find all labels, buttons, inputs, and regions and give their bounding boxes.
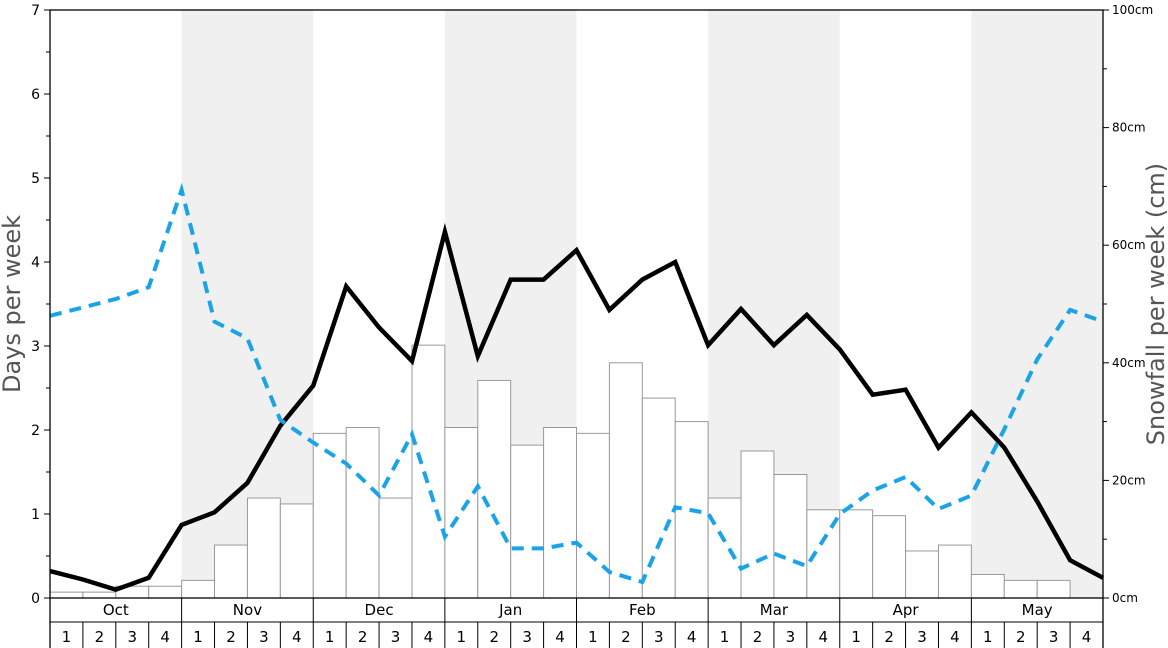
week-label: 4 xyxy=(687,628,697,646)
week-label: 1 xyxy=(457,628,467,646)
snowfall-bars xyxy=(49,344,1071,599)
week-label: 2 xyxy=(1016,628,1026,646)
left-tick-label: 0 xyxy=(31,591,40,607)
snowfall-bar xyxy=(839,509,874,599)
month-label: May xyxy=(1022,601,1053,619)
week-label: 3 xyxy=(127,628,137,646)
snowfall-bar xyxy=(279,503,314,599)
week-label: 1 xyxy=(193,628,203,646)
snowfall-bar xyxy=(411,344,446,599)
week-label: 4 xyxy=(950,628,960,646)
week-label: 2 xyxy=(226,628,236,646)
week-label: 4 xyxy=(160,628,170,646)
week-label: 1 xyxy=(325,628,335,646)
right-tick-label: 20cm xyxy=(1112,473,1146,487)
right-tick-label: 80cm xyxy=(1112,121,1146,135)
snowfall-bar xyxy=(970,573,1005,599)
month-label: Feb xyxy=(629,601,656,619)
snowfall-bar xyxy=(576,432,610,599)
snowfall-bar xyxy=(49,591,84,599)
week-label: 4 xyxy=(292,628,302,646)
snowfall-bar xyxy=(82,591,117,599)
data-lines xyxy=(49,182,1105,592)
right-tick-label: 100cm xyxy=(1112,3,1153,17)
snowfall-bar xyxy=(312,432,347,599)
solid-series-line xyxy=(49,222,1105,592)
month-shade-may xyxy=(971,10,1103,598)
left-axis-ticks: 0 1 2 3 4 5 6 7 xyxy=(31,3,50,607)
snowfall-bar xyxy=(740,450,775,599)
snowfall-bar xyxy=(641,397,676,599)
month-label: Oct xyxy=(103,601,129,619)
week-label: 1 xyxy=(720,628,730,646)
week-axis: 1 2 3 4 1 2 3 4 1 2 3 4 1 2 3 4 1 2 3 4 1 2 3 4 1 2 3 4 1 2 3 4 xyxy=(62,622,1092,648)
snowfall-bar xyxy=(345,426,380,599)
week-label: 2 xyxy=(884,628,894,646)
month-label: Jan xyxy=(498,601,522,619)
snowfall-bar xyxy=(444,426,479,599)
week-label: 4 xyxy=(1082,628,1092,646)
week-label: 4 xyxy=(819,628,829,646)
right-tick-label: 0cm xyxy=(1112,591,1138,605)
right-tick-label: 60cm xyxy=(1112,238,1146,252)
snowfall-bar xyxy=(1036,579,1071,599)
week-label: 4 xyxy=(555,628,565,646)
left-tick-label: 1 xyxy=(31,507,40,523)
left-tick-label: 5 xyxy=(31,171,40,187)
snowfall-bar xyxy=(608,362,643,599)
snowfall-bar xyxy=(181,579,216,599)
snowfall-bar xyxy=(378,497,413,599)
week-label: 3 xyxy=(917,628,927,646)
week-label: 3 xyxy=(654,628,664,646)
week-label: 1 xyxy=(983,628,993,646)
week-label: 2 xyxy=(753,628,763,646)
week-label: 2 xyxy=(95,628,105,646)
month-label: Mar xyxy=(760,601,789,619)
snowfall-bar xyxy=(148,585,183,599)
month-label: Apr xyxy=(893,601,920,619)
right-axis-label: Snowfall per week (cm) xyxy=(1142,163,1168,445)
snowfall-bar xyxy=(905,550,939,599)
snowfall-bar xyxy=(773,474,808,599)
left-tick-label: 3 xyxy=(31,339,40,355)
left-tick-label: 7 xyxy=(31,3,40,19)
left-tick-label: 6 xyxy=(31,87,40,103)
right-tick-label: 40cm xyxy=(1112,356,1146,370)
month-shading xyxy=(181,10,1103,598)
snowfall-bar xyxy=(510,444,545,599)
month-label: Dec xyxy=(365,601,394,619)
left-tick-label: 4 xyxy=(31,255,40,271)
week-label: 4 xyxy=(424,628,434,646)
week-label: 3 xyxy=(786,628,796,646)
snowfall-bar xyxy=(872,515,907,599)
snowfall-bar xyxy=(246,497,281,599)
month-label: Nov xyxy=(233,601,262,619)
week-label: 2 xyxy=(489,628,499,646)
week-label: 3 xyxy=(522,628,532,646)
snowfall-bar xyxy=(477,379,512,599)
week-label: 1 xyxy=(588,628,598,646)
week-label: 2 xyxy=(621,628,631,646)
week-label: 1 xyxy=(62,628,72,646)
right-axis-ticks: 0cm 20cm 40cm 60cm 80cm 100cm xyxy=(1103,3,1153,605)
left-axis-label: Days per week xyxy=(0,215,26,393)
dashed-series-line xyxy=(49,182,1104,585)
snowfall-bar xyxy=(214,544,248,599)
week-label: 3 xyxy=(259,628,269,646)
week-label: 2 xyxy=(358,628,368,646)
snowfall-bar xyxy=(937,544,972,599)
week-label: 3 xyxy=(1049,628,1059,646)
week-label: 1 xyxy=(851,628,861,646)
left-tick-label: 2 xyxy=(31,423,40,439)
week-label: 3 xyxy=(391,628,401,646)
snowfall-bar xyxy=(1003,579,1038,599)
snowfall-bar xyxy=(543,426,577,599)
snowfall-bar xyxy=(707,497,742,599)
